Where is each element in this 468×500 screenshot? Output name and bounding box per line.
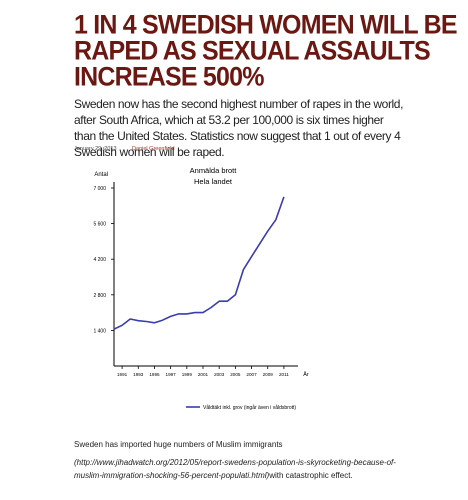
y-tick-label: 5 600	[93, 222, 106, 228]
y-axis-label: Antal	[94, 172, 108, 178]
chart-svg: Antal 1 400 2 800 4 200 5 600 7 000 1991 1993 19…	[93, 166, 309, 411]
x-tick-label: 2009	[263, 372, 274, 377]
x-tick-label: 2005	[230, 372, 241, 377]
footer-citation: (http://www.jihadwatch.org/2012/05/repor…	[74, 456, 414, 482]
article-footer: Sweden has imported huge numbers of Musl…	[74, 438, 414, 482]
footer-text: Sweden has imported huge numbers of Musl…	[74, 440, 283, 449]
x-tick-label: 1995	[149, 372, 160, 377]
chart-title: Anmälda brott	[190, 166, 238, 175]
article-author[interactable]: Daniel Greenfield	[132, 146, 175, 152]
y-tick-label: 7 000	[93, 186, 106, 192]
x-tick-label: 2003	[214, 372, 225, 377]
x-tick-label: 2011	[279, 372, 289, 377]
x-axis-label: År	[303, 371, 309, 378]
x-tick-label: 1993	[133, 372, 144, 377]
y-tick-label: 4 200	[93, 257, 106, 263]
x-tick-label: 2001	[198, 372, 209, 377]
article-meta: January 29, 2013 Daniel Greenfield	[74, 146, 175, 152]
article-headline: 1 IN 4 SWEDISH WOMEN WILL BE RAPED AS SE…	[74, 9, 458, 92]
x-tick-label: 1991	[117, 372, 128, 377]
headline-line-1: 1 IN 4 SWEDISH WOMEN WILL BE	[74, 9, 458, 41]
headline-line-3: INCREASE 500%	[74, 61, 264, 92]
x-tick-label: 2007	[246, 372, 257, 377]
series-line	[113, 196, 285, 330]
headline-line-2: RAPED AS SEXUAL ASSAULTS	[74, 35, 431, 66]
x-tick-label: 1997	[166, 372, 177, 377]
footer-url[interactable]: (http://www.jihadwatch.org/2012/05/repor…	[74, 458, 396, 480]
legend-label: Våldtäkt inkl. grov (ingår även i våldsb…	[203, 404, 296, 411]
y-tick-label: 2 800	[93, 293, 106, 299]
article-lede: Sweden now has the second highest number…	[74, 97, 404, 159]
y-tick-label: 1 400	[93, 328, 106, 334]
x-tick-label: 1999	[182, 372, 193, 377]
footer-tail: with catastrophic effect.	[269, 471, 353, 480]
chart-subtitle: Hela landet	[194, 177, 233, 186]
rape-statistics-chart: Antal 1 400 2 800 4 200 5 600 7 000 1991 1993 19…	[80, 160, 380, 422]
article-date: January 29, 2013	[74, 146, 117, 152]
